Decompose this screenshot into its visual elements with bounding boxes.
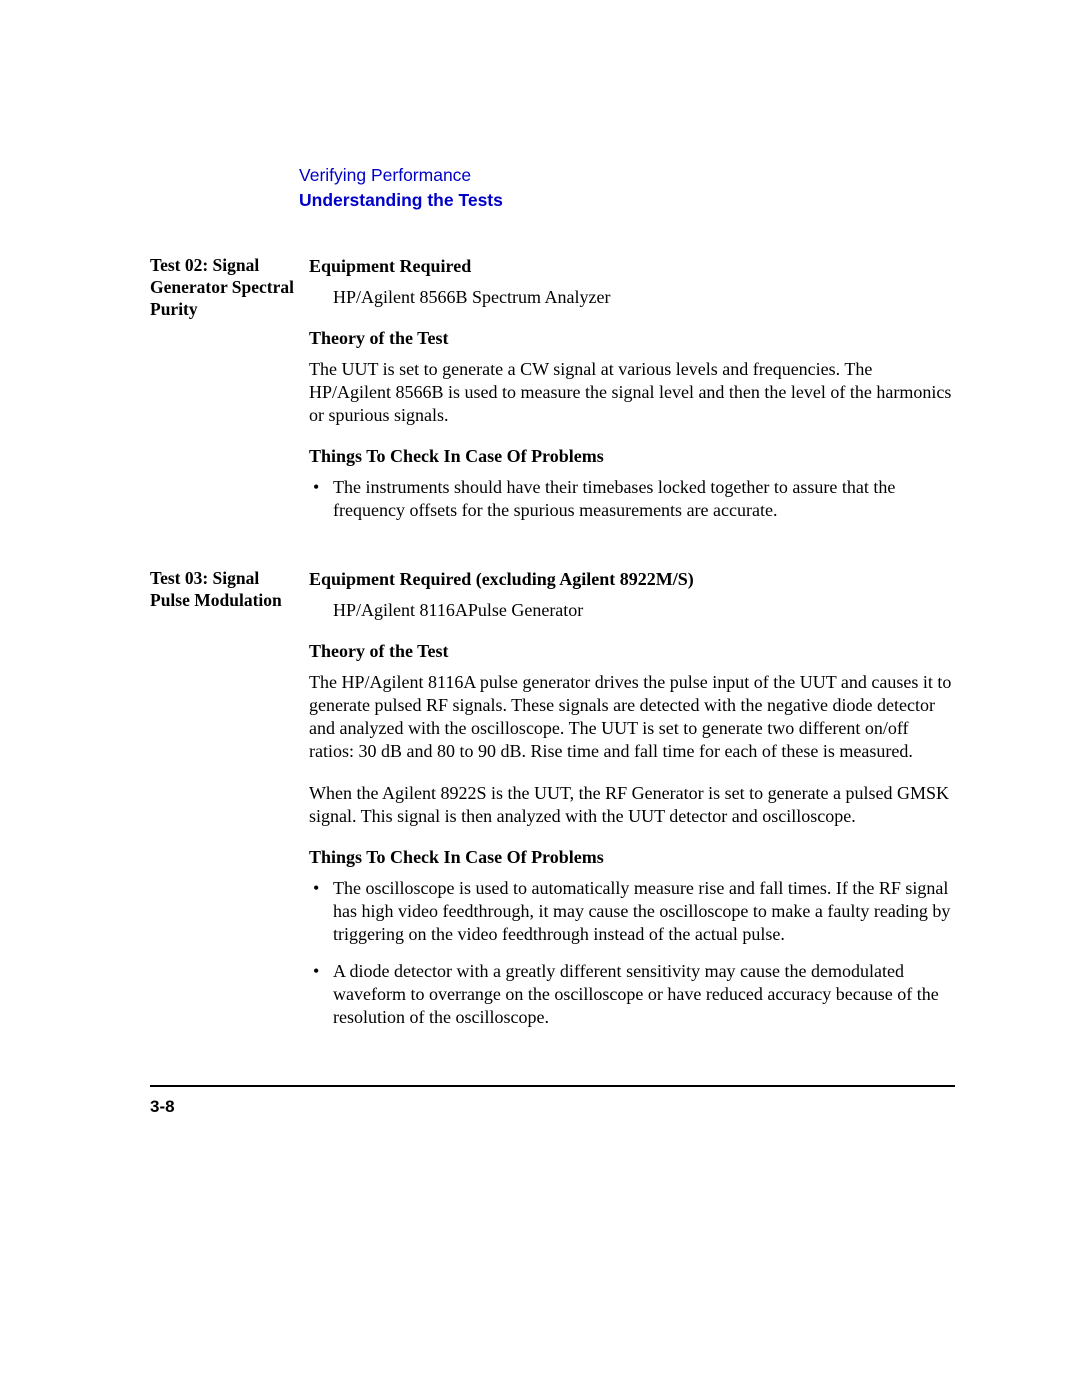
page-header: Verifying Performance Understanding the … xyxy=(299,165,955,211)
breadcrumb: Verifying Performance xyxy=(299,165,955,186)
paragraph: The HP/Agilent 8116A pulse generator dri… xyxy=(309,671,955,763)
indented-text: HP/Agilent 8116APulse Generator xyxy=(333,599,955,622)
sub-heading: Understanding the Tests xyxy=(299,190,955,211)
block-heading: Theory of the Test xyxy=(309,640,955,663)
block-heading: Things To Check In Case Of Problems xyxy=(309,846,955,869)
block-heading: Theory of the Test xyxy=(309,327,955,350)
footer-rule xyxy=(150,1085,955,1087)
section-side-label: Test 02: Signal Generator Spectral Purit… xyxy=(150,255,309,321)
bullet-item: A diode detector with a greatly differen… xyxy=(309,960,955,1029)
section-side-label: Test 03: Signal Pulse Modulation xyxy=(150,568,309,612)
bullet-list: The instruments should have their timeba… xyxy=(309,476,955,522)
bullet-list: The oscilloscope is used to automaticall… xyxy=(309,877,955,1029)
block-heading: Equipment Required xyxy=(309,255,955,278)
block-heading: Equipment Required (excluding Agilent 89… xyxy=(309,568,955,591)
paragraph: The UUT is set to generate a CW signal a… xyxy=(309,358,955,427)
paragraph: When the Agilent 8922S is the UUT, the R… xyxy=(309,782,955,828)
block-heading: Things To Check In Case Of Problems xyxy=(309,445,955,468)
section-content: Equipment Required (excluding Agilent 89… xyxy=(309,568,955,1043)
indented-text: HP/Agilent 8566B Spectrum Analyzer xyxy=(333,286,955,309)
bullet-item: The instruments should have their timeba… xyxy=(309,476,955,522)
page-number: 3-8 xyxy=(150,1097,175,1117)
test-section: Test 03: Signal Pulse ModulationEquipmen… xyxy=(150,568,955,1043)
test-section: Test 02: Signal Generator Spectral Purit… xyxy=(150,255,955,536)
section-content: Equipment Required HP/Agilent 8566B Spect… xyxy=(309,255,955,536)
bullet-item: The oscilloscope is used to automaticall… xyxy=(309,877,955,946)
